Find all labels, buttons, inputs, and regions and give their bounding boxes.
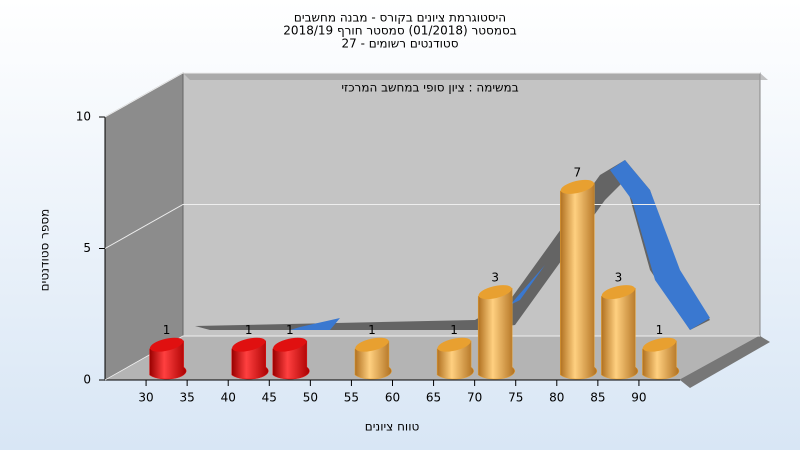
x-tick-label: 80: [549, 391, 564, 405]
bar: [560, 182, 598, 380]
bar-top: [601, 285, 636, 300]
x-tick-label: 85: [590, 391, 605, 405]
grid-line: [104, 72, 760, 118]
bar-top: [273, 337, 307, 352]
bar-top: [232, 337, 266, 352]
value-label: 1: [286, 323, 294, 337]
value-label: 1: [245, 323, 253, 337]
x-tick-label: 40: [221, 391, 236, 405]
bar-top: [149, 337, 184, 352]
x-tick-label: 30: [138, 391, 153, 405]
x-tick-label: 45: [262, 391, 277, 405]
x-axis-label: טווח ציונים: [365, 420, 420, 434]
value-label: 3: [491, 271, 499, 285]
value-label: 1: [163, 323, 171, 337]
x-tick-label: 90: [631, 391, 646, 405]
value-label: 1: [368, 323, 376, 337]
title-line: סטודנטים רשומים - 27: [341, 37, 458, 51]
value-label: 1: [656, 323, 664, 337]
y-tick-label: 5: [83, 241, 91, 255]
wall-shadow: [183, 73, 768, 80]
bar-top: [642, 337, 677, 352]
x-tick-label: 55: [344, 391, 359, 405]
bar-top: [437, 337, 471, 352]
y-tick-label: 10: [76, 110, 91, 124]
bar-top: [355, 337, 389, 352]
x-tick-label: 50: [303, 391, 318, 405]
title-line: בסמסטר (01/2018) סמסטר חורף 2018/19: [283, 24, 516, 38]
bar: [477, 287, 515, 380]
x-tick-label: 75: [508, 391, 523, 405]
annotation: במשימה : ציון סופי במחשב המרכזי: [341, 81, 518, 95]
bar-top: [478, 285, 512, 300]
x-tick-label: 60: [385, 391, 400, 405]
floor-shadow: [680, 336, 770, 388]
value-label: 3: [615, 271, 623, 285]
value-label: 7: [574, 165, 582, 179]
y-tick-label: 0: [83, 373, 91, 387]
bar-top: [560, 179, 594, 194]
value-label: 1: [450, 323, 458, 337]
title-line: היסטוגרמת ציונים בקורס - מבנה מחשבים: [294, 11, 506, 25]
bar: [601, 287, 639, 380]
y-axis-label: מספר סטודנטים: [38, 209, 52, 292]
x-tick-label: 65: [426, 391, 441, 405]
x-tick-label: 70: [467, 391, 482, 405]
x-tick-label: 35: [180, 391, 195, 405]
